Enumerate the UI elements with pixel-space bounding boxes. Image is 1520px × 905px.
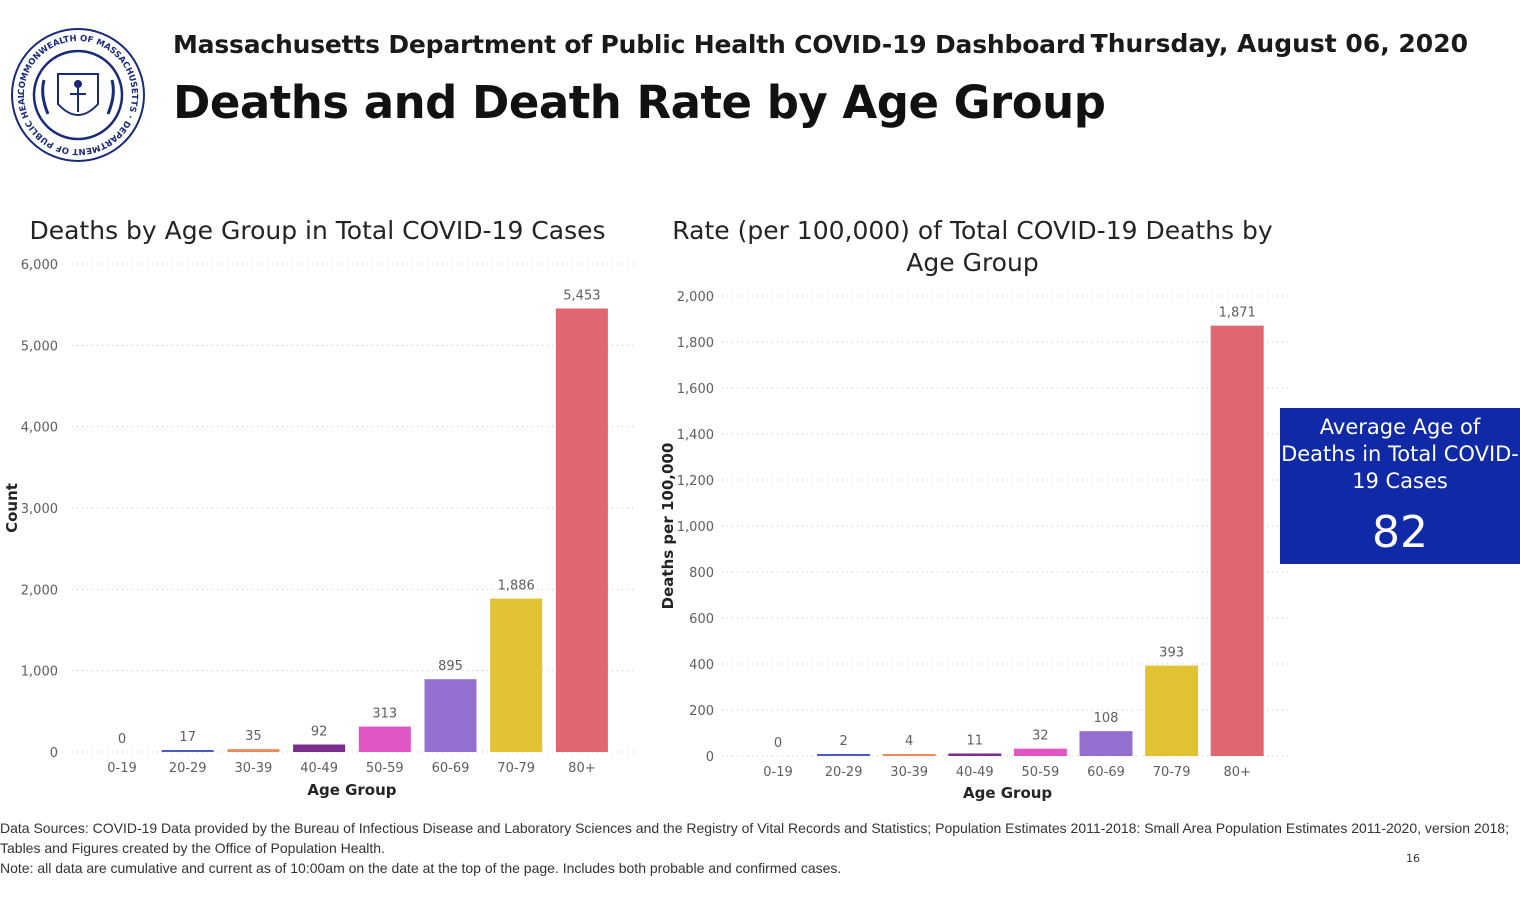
average-age-value: 82 [1372, 507, 1428, 558]
y-tick-label: 6,000 [21, 258, 58, 273]
y-axis-title: Count [3, 483, 21, 533]
x-tick-label: 0-19 [763, 765, 793, 780]
bar-50-59 [358, 726, 411, 752]
y-tick-label: 1,200 [677, 474, 714, 489]
chart-deaths-title: Deaths by Age Group in Total COVID-19 Ca… [29, 216, 606, 245]
data-sources-text: Data Sources: COVID-19 Data provided by … [0, 820, 1509, 856]
note-text: Note: all data are cumulative and curren… [0, 860, 842, 876]
data-label: 895 [438, 659, 463, 674]
x-tick-label: 20-29 [825, 765, 863, 780]
data-label: 5,453 [563, 288, 600, 303]
bar-20-29 [161, 750, 214, 752]
x-tick-label: 30-39 [890, 765, 928, 780]
y-tick-label: 2,000 [21, 583, 58, 598]
x-tick-label: 40-49 [956, 765, 994, 780]
average-age-label: Average Age of Deaths in Total COVID-19 … [1281, 415, 1519, 493]
x-tick-label: 70-79 [497, 761, 535, 776]
data-label: 313 [372, 707, 397, 722]
y-tick-label: 1,600 [677, 382, 714, 397]
x-tick-label: 80+ [568, 761, 595, 776]
x-tick-label: 50-59 [1022, 765, 1060, 780]
data-label: 35 [245, 729, 262, 744]
bar-40-49 [293, 744, 346, 752]
data-label: 0 [118, 732, 126, 747]
dph-seal-logo: COMMONWEALTH OF MASSACHUSETTS · DEPARTME… [10, 22, 145, 162]
x-tick-label: 60-69 [432, 761, 470, 776]
y-tick-label: 400 [689, 658, 714, 673]
x-tick-label: 70-79 [1153, 765, 1191, 780]
y-tick-label: 0 [706, 750, 714, 765]
y-tick-label: 4,000 [21, 421, 58, 436]
x-tick-label: 0-19 [107, 761, 137, 776]
data-label: 2 [839, 734, 847, 749]
chart-rate-title: Rate (per 100,000) of Total COVID-19 Dea… [672, 216, 1273, 277]
y-tick-label: 1,000 [677, 520, 714, 535]
chart-deaths: 0 1,000 2,000 3,000 4,000 5,000 6,000 Count Age … [3, 258, 634, 799]
y-tick-label: 5,000 [21, 339, 58, 354]
page-number: 16 [1406, 852, 1420, 865]
x-tick-label: 20-29 [169, 761, 207, 776]
y-axis-title: Deaths per 100,000 [659, 443, 677, 610]
data-label: 1,871 [1219, 306, 1256, 321]
bar-30-39 [882, 754, 936, 756]
y-tick-label: 1,400 [677, 428, 714, 443]
data-label: 32 [1032, 729, 1049, 744]
bar-80+ [1210, 325, 1264, 756]
average-age-card: Average Age of Deaths in Total COVID-19 … [1280, 408, 1520, 564]
bar-40-49 [948, 753, 1002, 756]
x-tick-label: 40-49 [300, 761, 338, 776]
bar-70-79 [1145, 665, 1199, 756]
data-label: 1,886 [498, 579, 535, 594]
y-tick-label: 1,000 [21, 665, 58, 680]
y-tick-label: 600 [689, 612, 714, 627]
x-tick-label: 50-59 [366, 761, 404, 776]
y-tick-label: 2,000 [677, 290, 714, 305]
data-label: 4 [905, 734, 913, 749]
data-label: 11 [967, 733, 984, 748]
x-axis-title: Age Group [307, 781, 396, 799]
bar-60-69 [1079, 731, 1133, 756]
bar-80+ [555, 308, 608, 752]
data-label: 0 [774, 736, 782, 751]
report-date: Thursday, August 06, 2020 [1090, 29, 1468, 58]
bar-60-69 [424, 679, 477, 752]
dashboard-subtitle: Massachusetts Department of Public Healt… [173, 30, 1105, 59]
x-tick-label: 80+ [1223, 765, 1250, 780]
footer-notes: Data Sources: COVID-19 Data provided by … [0, 818, 1510, 878]
bar-30-39 [227, 749, 280, 752]
y-tick-label: 200 [689, 704, 714, 719]
y-tick-label: 3,000 [21, 502, 58, 517]
y-tick-label: 0 [50, 746, 58, 761]
chart-rate: 0 200 400 600 800 1,000 1,200 1,400 1,600 1,800 2,… [659, 290, 1290, 802]
x-tick-label: 60-69 [1087, 765, 1125, 780]
page-title: Deaths and Death Rate by Age Group [173, 76, 1106, 129]
data-label: 393 [1159, 646, 1184, 661]
data-label: 108 [1094, 711, 1119, 726]
data-label: 92 [311, 725, 328, 740]
bar-50-59 [1013, 748, 1067, 756]
data-label: 17 [179, 730, 196, 745]
y-tick-label: 800 [689, 566, 714, 581]
x-axis-title: Age Group [963, 784, 1052, 802]
bar-20-29 [817, 754, 871, 756]
x-tick-label: 30-39 [235, 761, 273, 776]
y-tick-label: 1,800 [677, 336, 714, 351]
bar-70-79 [490, 598, 543, 752]
